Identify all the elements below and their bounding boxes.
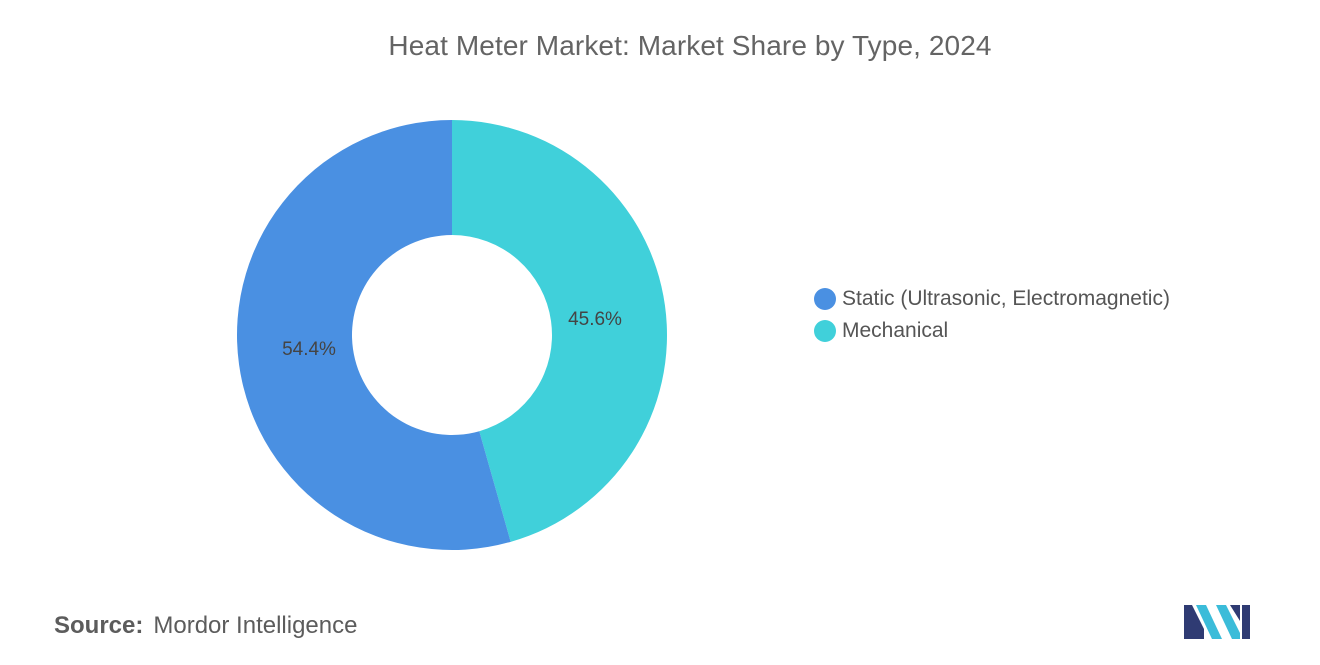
logo-mark-right-bar [1242, 605, 1250, 639]
logo-mark-left [1184, 605, 1204, 639]
chart-legend: Static (Ultrasonic, Electromagnetic) Mec… [814, 283, 1170, 347]
logo-mark-right-b [1230, 605, 1240, 621]
source-label: Source: [54, 612, 144, 639]
slice-label-static: 54.4% [282, 339, 336, 360]
slice-label-mechanical: 45.6% [568, 309, 622, 330]
legend-item-mechanical: Mechanical [814, 315, 1170, 347]
donut-slice-mechanical [452, 120, 667, 542]
source-value: Mordor Intelligence [153, 612, 358, 639]
legend-item-static: Static (Ultrasonic, Electromagnetic) [814, 283, 1170, 315]
legend-label-static: Static (Ultrasonic, Electromagnetic) [842, 287, 1170, 310]
chart-title: Heat Meter Market: Market Share by Type,… [388, 30, 992, 61]
legend-label-mechanical: Mechanical [842, 319, 949, 342]
source-note: Source: Mordor Intelligence [54, 612, 357, 640]
legend-swatch-static [814, 288, 836, 310]
logo-mark-mid [1196, 605, 1222, 639]
donut-slice-static [236, 120, 511, 550]
donut-chart: 45.6% 54.4% [236, 120, 667, 550]
logo-mark-right-a [1216, 605, 1240, 639]
legend-swatch-mechanical [814, 320, 836, 342]
mordor-intelligence-logo [1184, 605, 1250, 639]
